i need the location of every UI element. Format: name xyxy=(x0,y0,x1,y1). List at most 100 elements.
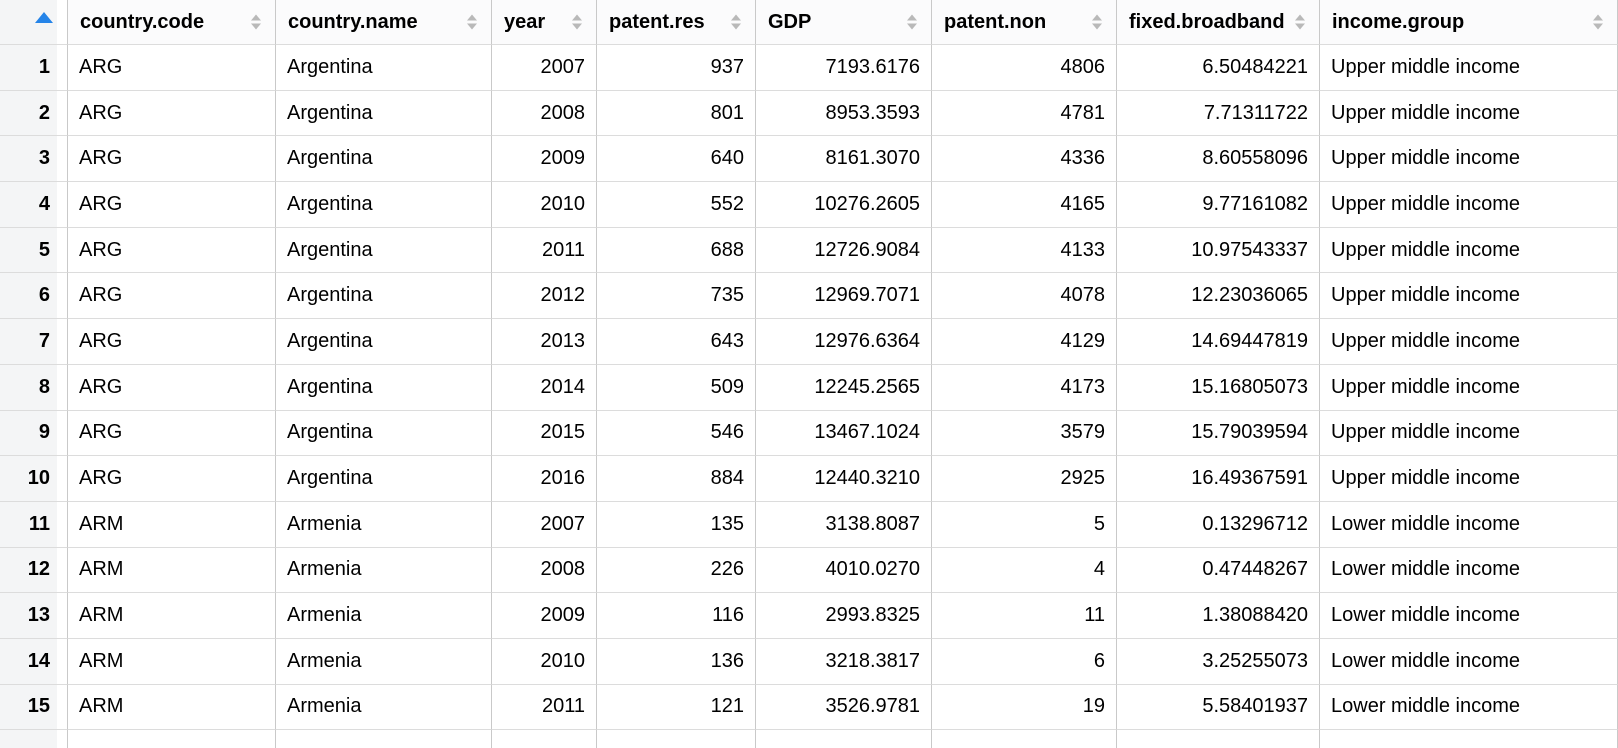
cell-year: 2007 xyxy=(492,45,597,91)
cell-country-name: Argentina xyxy=(276,90,492,137)
cell-patent-res: 884 xyxy=(597,456,756,502)
column-header-label: country.code xyxy=(80,10,205,33)
cell-year: 2016 xyxy=(492,456,597,502)
sort-up-arrow xyxy=(467,14,477,21)
sort-down-arrow xyxy=(1295,23,1305,30)
cell-year: 2008 xyxy=(492,547,597,594)
cell-country-code xyxy=(68,730,276,748)
cell-income-group: Upper middle income xyxy=(1320,273,1618,320)
column-header-country-code[interactable]: country.code xyxy=(68,0,276,45)
cell-country-code: ARG xyxy=(68,410,276,457)
cell-country-code: ARM xyxy=(68,684,276,731)
sort-down-arrow xyxy=(907,23,917,30)
sort-icon xyxy=(731,14,741,30)
cell-income-group: Upper middle income xyxy=(1320,227,1618,274)
cell-gdp: 12726.9084 xyxy=(756,227,932,274)
sort-down-arrow xyxy=(1593,23,1603,30)
row-number-cell: 7 xyxy=(0,319,68,365)
cell-country-name: Armenia xyxy=(276,638,492,685)
table-row: 11 ARM Armenia 2007 135 3138.8087 5 0.13296712 L… xyxy=(0,501,1618,548)
cell-fixed-broadband: 14.69447819 xyxy=(1117,319,1320,365)
cell-country-name: Argentina xyxy=(276,182,492,228)
column-header-patent-non[interactable]: patent.non xyxy=(932,0,1117,45)
row-number-cell: 1 xyxy=(0,45,68,91)
sort-icon xyxy=(251,14,261,30)
sort-up-arrow xyxy=(1092,14,1102,21)
cell-gdp: 3526.9781 xyxy=(756,684,932,731)
cell-year: 2011 xyxy=(492,227,597,274)
column-header-label: country.name xyxy=(288,10,418,33)
column-header-country-name[interactable]: country.name xyxy=(276,0,492,45)
cell-gdp: 13467.1024 xyxy=(756,410,932,457)
table-row: 6 ARG Argentina 2012 735 12969.7071 4078 12.230… xyxy=(0,273,1618,320)
table-row: 3 ARG Argentina 2009 640 8161.3070 4336 8.60558… xyxy=(0,136,1618,183)
cell-patent-non: 4078 xyxy=(932,273,1117,320)
row-number-cell: 14 xyxy=(0,638,68,685)
cell-country-code: ARG xyxy=(68,90,276,137)
row-number-cell: 5 xyxy=(0,227,68,274)
sort-up-arrow xyxy=(251,14,261,21)
cell-patent-non: 2925 xyxy=(932,456,1117,502)
row-number-cell: 3 xyxy=(0,136,68,183)
sort-down-arrow xyxy=(731,23,741,30)
sort-up-arrow xyxy=(907,14,917,21)
cell-country-code: ARG xyxy=(68,227,276,274)
sort-icon xyxy=(572,14,582,30)
cell-patent-res: 121 xyxy=(597,684,756,731)
cell-income-group: Lower middle income xyxy=(1320,638,1618,685)
column-header-patent-res[interactable]: patent.res xyxy=(597,0,756,45)
cell-year: 2015 xyxy=(492,410,597,457)
row-number-cell: 6 xyxy=(0,273,68,320)
cell-income-group: Upper middle income xyxy=(1320,364,1618,411)
cell-fixed-broadband xyxy=(1117,730,1320,748)
cell-country-code: ARG xyxy=(68,456,276,502)
cell-country-name: Argentina xyxy=(276,227,492,274)
cell-year: 2011 xyxy=(492,684,597,731)
cell-patent-non: 4806 xyxy=(932,45,1117,91)
cell-patent-res: 226 xyxy=(597,547,756,594)
sort-icon xyxy=(1092,14,1102,30)
sort-down-arrow xyxy=(467,23,477,30)
cell-year: 2007 xyxy=(492,501,597,548)
cell-patent-res: 735 xyxy=(597,273,756,320)
cell-country-code: ARG xyxy=(68,319,276,365)
column-header-row-number[interactable] xyxy=(0,0,68,45)
column-header-year[interactable]: year xyxy=(492,0,597,45)
cell-gdp: 8161.3070 xyxy=(756,136,932,183)
cell-country-name: Argentina xyxy=(276,364,492,411)
header-row: country.code country.name year patent.res GD… xyxy=(0,0,1618,45)
sort-ascending-icon xyxy=(35,12,53,23)
column-header-label: patent.res xyxy=(609,10,705,33)
table-row: 14 ARM Armenia 2010 136 3218.3817 6 3.25255073 L… xyxy=(0,638,1618,685)
cell-income-group: Upper middle income xyxy=(1320,136,1618,183)
cell-country-name: Argentina xyxy=(276,136,492,183)
cell-country-code: ARG xyxy=(68,364,276,411)
cell-gdp: 7193.6176 xyxy=(756,45,932,91)
table-body: 1 ARG Argentina 2007 937 7193.6176 4806 6.50484… xyxy=(0,45,1618,748)
cell-fixed-broadband: 9.77161082 xyxy=(1117,182,1320,228)
row-number-cell: 12 xyxy=(0,547,68,594)
row-number-cell: 13 xyxy=(0,593,68,639)
cell-country-name: Armenia xyxy=(276,501,492,548)
cell-fixed-broadband: 15.79039594 xyxy=(1117,410,1320,457)
cell-patent-non: 4781 xyxy=(932,90,1117,137)
sort-icon xyxy=(907,14,917,30)
cell-country-name: Armenia xyxy=(276,547,492,594)
column-header-label: patent.non xyxy=(944,10,1047,33)
column-header-income-group[interactable]: income.group xyxy=(1320,0,1618,45)
table-row: 9 ARG Argentina 2015 546 13467.1024 3579 15.790… xyxy=(0,410,1618,457)
cell-country-code: ARM xyxy=(68,593,276,639)
column-header-fixed-broadband[interactable]: fixed.broadband xyxy=(1117,0,1320,45)
cell-patent-res: 937 xyxy=(597,45,756,91)
column-header-gdp[interactable]: GDP xyxy=(756,0,932,45)
cell-income-group: Lower middle income xyxy=(1320,593,1618,639)
cell-year: 2008 xyxy=(492,90,597,137)
cell-country-name: Argentina xyxy=(276,319,492,365)
table-row: 1 ARG Argentina 2007 937 7193.6176 4806 6.50484… xyxy=(0,45,1618,91)
cell-gdp: 12245.2565 xyxy=(756,364,932,411)
cell-country-name: Armenia xyxy=(276,593,492,639)
column-header-label: GDP xyxy=(768,10,812,33)
cell-gdp: 12976.6364 xyxy=(756,319,932,365)
sort-icon xyxy=(1593,14,1603,30)
